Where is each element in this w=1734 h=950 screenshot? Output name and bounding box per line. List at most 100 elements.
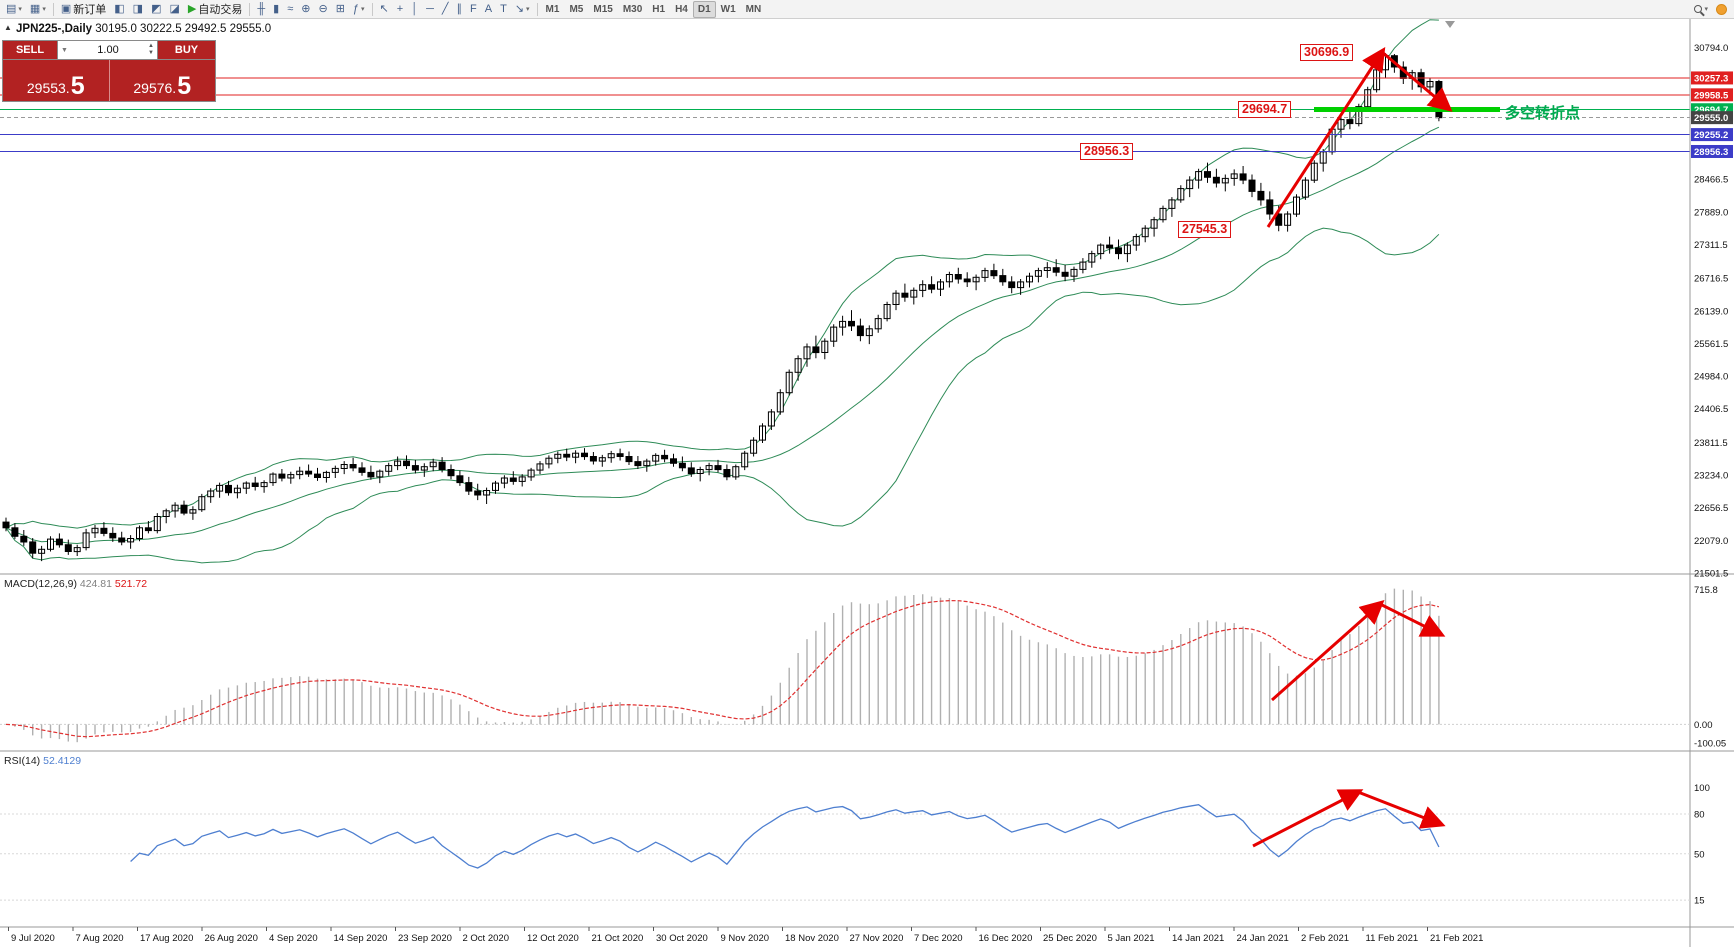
equidistant-channel-button[interactable]: ∥ bbox=[453, 1, 467, 18]
market-watch-icon: ◧ bbox=[114, 2, 125, 15]
equidistant-channel-icon: ∥ bbox=[456, 2, 463, 15]
market-watch-button[interactable]: ◧ bbox=[110, 1, 128, 18]
sell-price-button[interactable]: 29553. 5 bbox=[3, 60, 109, 101]
cursor-button[interactable]: ↖ bbox=[376, 1, 393, 18]
svg-text:7 Dec 2020: 7 Dec 2020 bbox=[914, 933, 963, 944]
svg-text:2 Oct 2020: 2 Oct 2020 bbox=[463, 933, 509, 944]
trade-top-row: SELL ▼ 1.00 ▲ ▼ BUY bbox=[3, 41, 215, 60]
search-button[interactable]: ▾ bbox=[1690, 1, 1712, 18]
price-axis[interactable]: 30794.0 28466.5 27889.0 27311.5 26716.5 26139… bbox=[1691, 43, 1733, 907]
svg-text:29694.7: 29694.7 bbox=[1694, 105, 1728, 116]
svg-text:24 Jan 2021: 24 Jan 2021 bbox=[1237, 933, 1289, 944]
svg-text:24984.0: 24984.0 bbox=[1694, 372, 1728, 383]
timeframe-m30-button[interactable]: M30 bbox=[622, 3, 643, 15]
chevron-down-icon: ▼ bbox=[61, 46, 68, 54]
svg-text:5 Jan 2021: 5 Jan 2021 bbox=[1108, 933, 1155, 944]
fibonacci-button[interactable]: F bbox=[466, 1, 481, 18]
volume-value[interactable]: 1.00 bbox=[97, 44, 119, 56]
toolbar-separator bbox=[249, 2, 251, 16]
timeframe-m15-button[interactable]: M15 bbox=[593, 3, 613, 15]
tile-windows-button[interactable]: ⊞ bbox=[332, 1, 349, 18]
svg-text:23811.5: 23811.5 bbox=[1694, 438, 1728, 449]
toolbar-separator bbox=[371, 2, 373, 16]
bar-chart-icon: ╫ bbox=[257, 2, 266, 15]
timeframe-d1-button[interactable]: D1 bbox=[692, 0, 716, 18]
notification-badge[interactable] bbox=[1716, 3, 1727, 15]
svg-text:4 Sep 2020: 4 Sep 2020 bbox=[269, 933, 318, 944]
svg-text:17 Aug 2020: 17 Aug 2020 bbox=[140, 933, 193, 944]
horizontal-line-button[interactable]: ─ bbox=[422, 1, 438, 18]
up-arrow-icon[interactable]: ▲ bbox=[148, 43, 154, 50]
timeframe-m5-button[interactable]: M5 bbox=[569, 3, 584, 15]
price-annotation[interactable]: 27545.3 bbox=[1178, 221, 1232, 238]
one-click-collapse-icon[interactable]: ▲ bbox=[4, 23, 12, 32]
price-annotation[interactable]: 28956.3 bbox=[1080, 143, 1134, 160]
profiles-button[interactable]: ▦ ▾ bbox=[26, 1, 50, 18]
timeframe-w1-button[interactable]: W1 bbox=[720, 3, 736, 15]
indicators-list-button[interactable]: ƒ ▾ bbox=[349, 1, 369, 18]
zoom-out-button[interactable]: ⊖ bbox=[314, 1, 331, 18]
svg-text:0.00: 0.00 bbox=[1694, 720, 1713, 731]
buy-price-main: 29576. bbox=[133, 79, 177, 96]
arrows-button[interactable]: ↘ ▾ bbox=[511, 1, 534, 18]
trend-line-button[interactable]: ╱ bbox=[438, 1, 453, 18]
price-annotation[interactable]: 29694.7 bbox=[1238, 101, 1292, 118]
volume-stepper[interactable]: ▲ ▼ bbox=[148, 43, 154, 56]
zoom-in-button[interactable]: ⊕ bbox=[297, 1, 314, 18]
panel-dividers bbox=[0, 19, 1734, 947]
volume-field[interactable]: ▼ 1.00 ▲ ▼ bbox=[58, 41, 157, 59]
timeframe-h4-button[interactable]: H4 bbox=[675, 3, 688, 15]
buy-button[interactable]: BUY bbox=[157, 41, 215, 59]
bar-chart-button[interactable]: ╫ bbox=[253, 1, 269, 18]
candlestick-chart-button[interactable]: ▮ bbox=[269, 1, 283, 18]
zoom-out-icon: ⊖ bbox=[318, 2, 328, 15]
text-button[interactable]: A bbox=[481, 1, 496, 18]
svg-text:80: 80 bbox=[1694, 810, 1705, 821]
autotrading-button[interactable]: ▶ 自动交易 bbox=[184, 1, 246, 18]
crosshair-button[interactable]: + bbox=[393, 1, 407, 18]
svg-text:23234.0: 23234.0 bbox=[1694, 470, 1728, 481]
toolbar-separator bbox=[52, 2, 54, 16]
svg-text:30257.3: 30257.3 bbox=[1694, 73, 1728, 84]
text-label-button[interactable]: T bbox=[496, 1, 511, 18]
search-icon bbox=[1694, 5, 1703, 13]
turning-point-annotation[interactable]: 多空转折点 bbox=[1505, 105, 1581, 122]
line-chart-button[interactable]: ≈ bbox=[283, 1, 297, 18]
price-annotation[interactable]: 30696.9 bbox=[1300, 44, 1354, 61]
autotrading-icon: ▶ bbox=[187, 2, 197, 15]
buy-price-button[interactable]: 29576. 5 bbox=[108, 60, 215, 101]
new-chart-button[interactable]: ▤ ▾ bbox=[2, 1, 26, 18]
down-arrow-icon[interactable]: ▼ bbox=[148, 50, 154, 56]
toolbar-right: ▾ bbox=[1690, 1, 1732, 18]
vertical-line-button[interactable]: │ bbox=[407, 1, 422, 18]
toolbar-buttons: ▤ ▾ ▦ ▾ ▣ 新订单 ◧ ◨ ◩ ◪ ▶ 自动交易 ╫ ▮ ≈ ⊕ ⊖ ⊞ ƒ ▾ ↖ + │ ─ ╱ ∥ F A T ↘ ▾ M1 M5… bbox=[2, 0, 766, 18]
timeframe-m1-button[interactable]: M1 bbox=[545, 3, 560, 15]
svg-text:22656.5: 22656.5 bbox=[1694, 503, 1728, 514]
svg-text:18 Nov 2020: 18 Nov 2020 bbox=[785, 933, 839, 944]
svg-text:30794.0: 30794.0 bbox=[1694, 43, 1728, 54]
fibonacci-icon: F bbox=[470, 2, 477, 15]
svg-text:30 Oct 2020: 30 Oct 2020 bbox=[656, 933, 708, 944]
timeframe-mn-button[interactable]: MN bbox=[745, 3, 762, 15]
chart-shift-marker[interactable] bbox=[1445, 21, 1455, 28]
terminal-button[interactable]: ◪ bbox=[165, 1, 183, 18]
sell-button[interactable]: SELL bbox=[3, 41, 58, 59]
cursor-icon: ↖ bbox=[379, 2, 389, 15]
terminal-icon: ◪ bbox=[169, 2, 180, 15]
trend-arrows[interactable] bbox=[1252, 46, 1453, 848]
svg-text:29958.5: 29958.5 bbox=[1694, 90, 1729, 101]
timeframe-h1-button[interactable]: H1 bbox=[652, 3, 666, 15]
text-icon: A bbox=[484, 2, 493, 15]
data-window-button[interactable]: ◨ bbox=[129, 1, 147, 18]
macd-name: MACD(12,26,9) bbox=[4, 578, 77, 590]
navigator-button[interactable]: ◩ bbox=[147, 1, 165, 18]
svg-text:21 Feb 2021: 21 Feb 2021 bbox=[1430, 933, 1483, 944]
text-label-icon: T bbox=[500, 2, 507, 15]
autotrading-label: 自动交易 bbox=[198, 4, 243, 16]
svg-text:21501.5: 21501.5 bbox=[1694, 568, 1728, 579]
new-order-button[interactable]: ▣ 新订单 bbox=[57, 1, 110, 18]
time-axis[interactable]: 9 Jul 2020 7 Aug 2020 17 Aug 2020 26 Aug 20… bbox=[8, 927, 1484, 944]
sell-price-main: 29553. bbox=[26, 79, 70, 96]
